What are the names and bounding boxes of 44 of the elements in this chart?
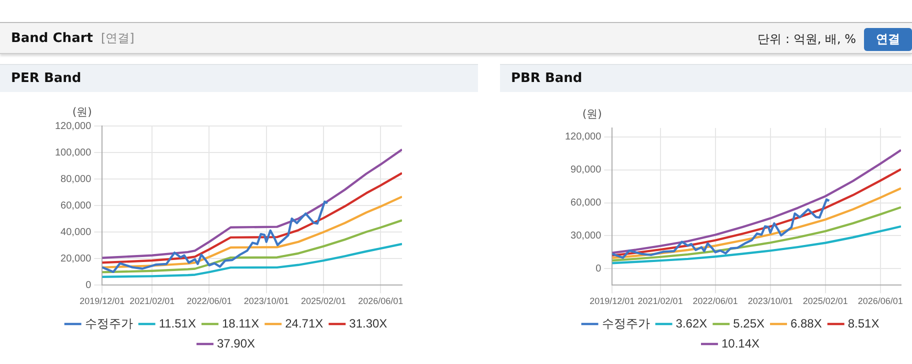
legend-label: 3.62X: [676, 316, 708, 330]
legend-label: 18.11X: [222, 316, 260, 330]
y-tick-label: 30,000: [570, 230, 602, 242]
x-tick-label: 2023/10/01: [748, 296, 793, 306]
y-tick-label: 80,000: [60, 174, 92, 185]
legend-label: 8.51X: [848, 316, 880, 330]
x-tick-label: 2023/10/01: [244, 296, 289, 306]
legend-label: 31.30X: [349, 316, 388, 330]
y-tick-label: 120,000: [564, 132, 602, 143]
x-tick-label: 2019/12/01: [80, 296, 125, 306]
y-tick-label: 120,000: [54, 120, 92, 132]
legend-label: 수정주가: [602, 316, 650, 330]
y-tick-label: 0: [86, 280, 92, 291]
y-tick-label: 90,000: [570, 164, 602, 176]
y-tick-label: 60,000: [60, 200, 92, 212]
chart-title: PER Band: [0, 64, 478, 92]
x-tick-label: 2026/06/01: [358, 296, 404, 306]
legend-label: 10.14X: [721, 336, 760, 350]
y-axis-title: (원): [72, 105, 92, 118]
y-tick-label: 40,000: [60, 226, 92, 238]
legend-label: 5.25X: [733, 316, 764, 330]
y-axis-title: (원): [582, 107, 602, 120]
x-tick-label: 2025/02/01: [300, 296, 346, 306]
y-tick-label: 0: [596, 263, 602, 274]
legend-label: 24.71X: [285, 316, 324, 330]
x-tick-label: 2022/06/01: [186, 296, 232, 306]
text: 단위 : 억원, 배, %: [758, 31, 856, 48]
y-tick-label: 100,000: [54, 147, 92, 158]
x-tick-label: 2022/06/01: [692, 296, 738, 306]
x-tick-label: 2019/12/01: [590, 296, 635, 306]
y-tick-label: 20,000: [60, 253, 92, 264]
legend-label: 37.90X: [216, 336, 256, 350]
y-tick-label: 60,000: [570, 198, 602, 208]
chart-title: PBR Band: [500, 64, 912, 92]
text: Band Chart: [11, 31, 93, 46]
legend-label: 수정주가: [84, 316, 133, 330]
legend-label: 11.51X: [158, 316, 196, 330]
x-tick-label: 2021/02/01: [638, 296, 683, 306]
x-tick-label: 2021/02/01: [130, 296, 175, 306]
legend-label: 6.88X: [790, 316, 822, 330]
text: [연결]: [100, 31, 134, 45]
x-tick-label: 2025/02/01: [802, 296, 848, 306]
x-tick-label: 2026/06/01: [858, 296, 903, 306]
text: 연결: [864, 28, 912, 51]
